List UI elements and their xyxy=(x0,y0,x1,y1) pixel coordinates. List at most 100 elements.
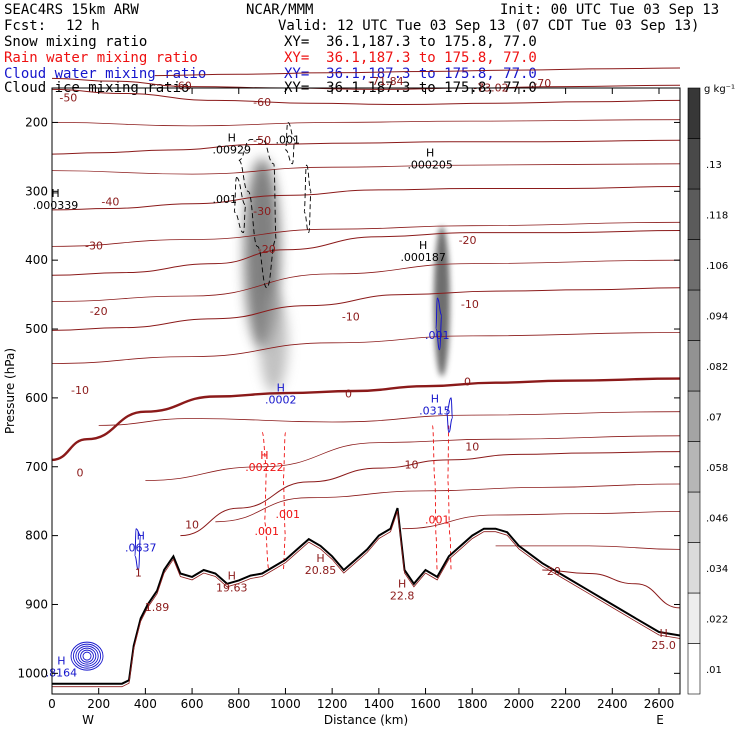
field-name-snow: Snow mixing ratio xyxy=(4,34,148,50)
extremum-marker: H xyxy=(398,578,406,591)
extremum-marker: H xyxy=(228,569,236,582)
isotherm-thin-4 xyxy=(145,435,681,481)
x-tick-label: 800 xyxy=(227,697,250,711)
rain-contour-1 xyxy=(282,431,286,571)
extremum-marker: H xyxy=(260,449,268,462)
rain-contour-2 xyxy=(432,424,438,571)
colorbar-bin xyxy=(687,542,701,594)
x-tick-label: 2600 xyxy=(644,697,675,711)
extremum-marker: H xyxy=(426,147,434,160)
colorbar-label: .058 xyxy=(706,463,728,474)
temperature-contours xyxy=(51,67,681,609)
cloud-contour-core-0 xyxy=(70,641,104,671)
x-tick-label: 2000 xyxy=(504,697,535,711)
field-xy-snow: XY= 36.1,187.3 to 175.8, 77.0 xyxy=(284,34,537,50)
extremum-marker: H xyxy=(419,239,427,252)
extremum-value: .000187 xyxy=(400,251,446,264)
x-tick-label: 600 xyxy=(181,697,204,711)
source-label: NCAR/MMM xyxy=(246,2,314,18)
cloud-label: .001 xyxy=(425,329,450,342)
colorbar-label: .022 xyxy=(706,614,728,625)
cloud-contour-1 xyxy=(134,528,142,571)
colorbar-label: .01 xyxy=(706,665,722,676)
contour-label: -70 xyxy=(533,77,551,90)
x-tick-label: 1600 xyxy=(410,697,441,711)
ice-label: .001 xyxy=(213,193,238,206)
colorbar-label: .046 xyxy=(706,513,728,524)
extremum-value: 19.63 xyxy=(216,581,248,594)
field-name-cloud: Cloud water mixing ratio xyxy=(4,66,207,82)
y-tick-label: 300 xyxy=(25,184,48,198)
isotherm-thin-5 xyxy=(215,483,681,523)
isotherm--40 xyxy=(51,139,681,155)
colorbar-unit: g kg⁻¹ xyxy=(704,84,735,95)
contour-label: -60 xyxy=(174,80,192,93)
isotherm-thin-3 xyxy=(98,411,681,426)
colorbar-bin xyxy=(687,643,701,695)
cloud-contour-core-2 xyxy=(75,645,99,667)
x-tick-label: 2200 xyxy=(550,697,581,711)
extremum-value: 20.85 xyxy=(305,564,337,577)
isotherm-thin-2 xyxy=(51,332,681,364)
contour-label: 1.89 xyxy=(145,601,170,614)
isotherm--10 xyxy=(51,287,681,331)
isotherm-thin-6 xyxy=(402,511,681,530)
x-axis-title: Distance (km) xyxy=(324,713,408,727)
colorbar-bin xyxy=(687,390,701,442)
colorbar-bin xyxy=(687,441,701,493)
contour-label: 0 xyxy=(464,376,471,389)
contour-label: -50 xyxy=(59,91,77,104)
contour-label: 10 xyxy=(465,440,479,453)
extremum-value: .8164 xyxy=(46,667,78,680)
extremum-marker: H xyxy=(57,655,65,668)
y-tick-label: 700 xyxy=(25,460,48,474)
isotherm-thin-7 xyxy=(495,545,681,550)
isotherm--20 xyxy=(51,230,681,276)
ice-contour-1 xyxy=(285,121,296,165)
colorbar-label: .082 xyxy=(706,362,728,373)
extremum-marker: H xyxy=(431,392,439,405)
isotherm--70 xyxy=(154,67,681,77)
x-tick-label: 1400 xyxy=(364,697,395,711)
extremum-marker: H xyxy=(660,627,668,640)
extremum-marker: H xyxy=(51,187,59,200)
extremum-marker: H xyxy=(228,131,236,144)
field-xy-rain: XY= 36.1,187.3 to 175.8, 77.0 xyxy=(284,50,537,66)
colorbar-bin xyxy=(687,87,701,139)
colorbar-bin xyxy=(687,138,701,190)
isotherm-thin-1 xyxy=(51,259,681,302)
colorbar-label: .118 xyxy=(706,210,728,221)
colorbar-bin xyxy=(687,289,701,341)
field-name-rain: Rain water mixing ratio xyxy=(4,50,198,66)
shade-plume-west-low xyxy=(259,292,288,393)
extremum-value: 22.8 xyxy=(390,590,415,603)
cloud-contour-core-4 xyxy=(80,649,94,663)
extremum-marker: H xyxy=(277,381,285,394)
y-tick-label: 900 xyxy=(25,597,48,611)
forecast-label: Fcst: xyxy=(4,18,47,34)
contour-label: -20 xyxy=(90,305,108,318)
contour-label: 10 xyxy=(185,518,199,531)
ice-contour-2 xyxy=(303,164,312,234)
x-tick-label: 200 xyxy=(87,697,110,711)
mixing-ratio-contours xyxy=(70,121,453,671)
colorbar-label: .13 xyxy=(706,160,722,171)
x-tick-label: 1200 xyxy=(317,697,348,711)
x-tick-label: 0 xyxy=(48,697,56,711)
contour-label: -40 xyxy=(101,195,119,208)
isotherm-thin-8 xyxy=(51,119,681,127)
colorbar: .01 .022 .034 .046 .058 .07 .082 .094 .106 .118 .1… xyxy=(687,84,735,695)
colorbar-bin xyxy=(687,491,701,543)
extremum-value: .00929 xyxy=(213,143,252,156)
colorbar-bin xyxy=(687,340,701,392)
isotherm-10 xyxy=(180,451,681,537)
contour-label: 0 xyxy=(345,387,352,400)
isotherm-thin-9 xyxy=(51,163,681,175)
contour-label: -20 xyxy=(258,243,276,256)
colorbar-label: .07 xyxy=(706,412,722,423)
terrain-surface-isotherm xyxy=(52,510,681,688)
cloud-contour-core-3 xyxy=(77,647,97,665)
west-label: W xyxy=(82,713,94,727)
colorbar-bin xyxy=(687,239,701,291)
